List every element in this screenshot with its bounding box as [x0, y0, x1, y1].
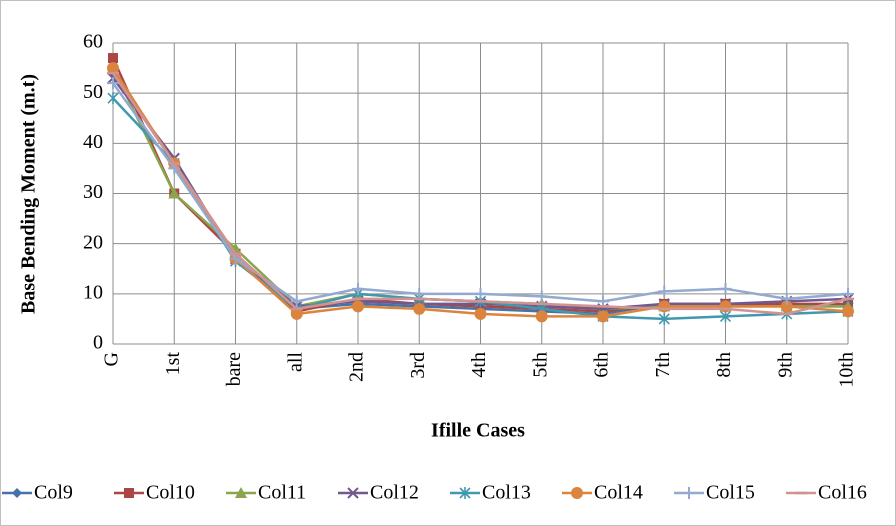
- series: [107, 71, 854, 316]
- legend-marker: [235, 487, 247, 498]
- legend-label: Col14: [594, 482, 643, 504]
- marker: [597, 310, 609, 323]
- legend-label: Col10: [146, 482, 195, 504]
- legend-marker: [124, 488, 134, 498]
- legend-label: Col15: [706, 482, 755, 504]
- marker: [719, 310, 732, 323]
- y-tick-label: 50: [83, 81, 103, 103]
- marker: [168, 187, 181, 199]
- legend-label: Col12: [370, 482, 419, 504]
- marker: [780, 300, 793, 313]
- marker: [474, 307, 487, 320]
- legend-item: Col13: [450, 482, 531, 504]
- y-tick-label: 20: [83, 231, 103, 253]
- marker: [290, 295, 303, 308]
- legend-item: Col16: [786, 482, 867, 504]
- x-tick-label: 8th: [713, 352, 735, 378]
- marker: [474, 287, 487, 300]
- marker: [719, 282, 732, 295]
- y-tick-label: 40: [83, 131, 103, 153]
- marker: [413, 302, 426, 315]
- x-tick-label: 5th: [529, 352, 551, 378]
- marker: [719, 300, 732, 313]
- marker: [842, 305, 854, 318]
- series: [107, 77, 854, 308]
- marker: [107, 92, 119, 105]
- marker: [535, 290, 548, 303]
- legend-label: Col13: [482, 482, 531, 504]
- legend-label: Col9: [34, 482, 73, 504]
- marker: [780, 292, 793, 305]
- y-tick-label: 30: [83, 181, 103, 203]
- x-tick-label: 10th: [836, 352, 858, 388]
- x-tick-label: 7th: [652, 352, 674, 378]
- legend-marker: [347, 487, 359, 499]
- legend-item: Col9: [2, 482, 73, 504]
- legend-item: Col14: [562, 482, 643, 504]
- x-axis-title: Ifille Cases: [431, 420, 525, 442]
- marker: [352, 300, 364, 313]
- x-tick-label: 6th: [591, 352, 613, 378]
- marker: [658, 285, 671, 298]
- y-tick-label: 0: [93, 332, 103, 354]
- legend-marker: [683, 487, 695, 499]
- legend-item: Col11: [226, 482, 306, 504]
- x-tick-label: 1st: [162, 352, 184, 376]
- legend-marker: [459, 487, 471, 499]
- x-tick-label: G: [101, 352, 123, 366]
- marker: [352, 282, 364, 295]
- marker: [290, 307, 303, 320]
- legend-item: Col15: [674, 482, 755, 504]
- y-tick-label: 10: [83, 281, 103, 303]
- legend-marker: [12, 488, 22, 498]
- x-tick-label: all: [284, 352, 306, 372]
- legend-label: Col11: [258, 482, 306, 504]
- x-tick-label: 2nd: [346, 352, 368, 382]
- y-tick-label: 60: [83, 31, 103, 53]
- marker: [107, 62, 119, 75]
- legend-label: Col16: [818, 482, 867, 504]
- marker: [535, 310, 548, 323]
- marker: [107, 77, 119, 90]
- legend-item: Col12: [338, 482, 419, 504]
- marker: [108, 53, 118, 64]
- x-tick-label: 3rd: [407, 352, 429, 379]
- y-axis-title: Base Bending Moment (m.t): [18, 74, 40, 314]
- x-tick-label: bare: [223, 352, 245, 387]
- legend-item: Col10: [114, 482, 195, 504]
- x-tick-label: 4th: [468, 352, 490, 378]
- marker: [658, 300, 671, 313]
- marker: [658, 312, 670, 325]
- legend-marker: [571, 487, 583, 499]
- x-tick-label: 9th: [774, 352, 796, 378]
